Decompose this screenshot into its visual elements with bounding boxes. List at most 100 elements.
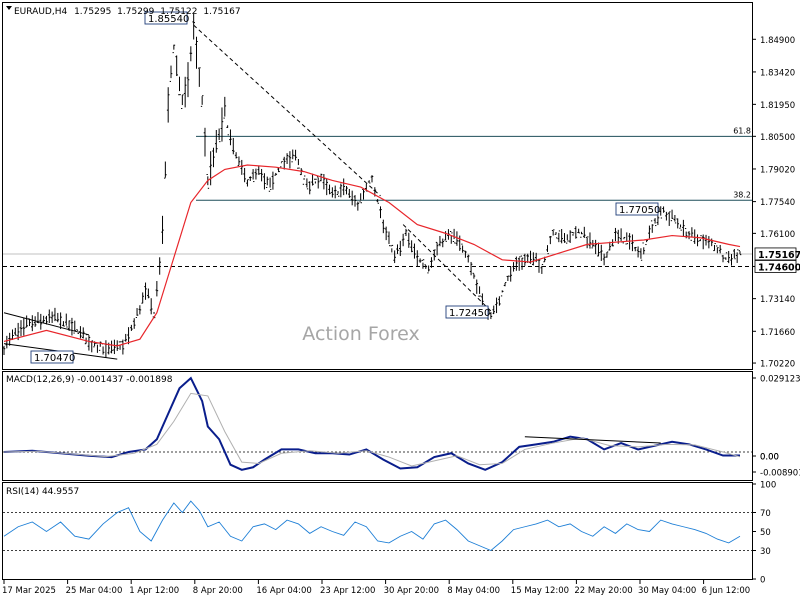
price-axis-label: 1.71660: [760, 328, 795, 338]
ohlc-bar: [421, 259, 425, 269]
ohlc-bar: [350, 190, 354, 206]
ohlc-bar: [50, 311, 54, 323]
ohlc-bar: [716, 245, 719, 254]
ohlc-bar: [25, 315, 28, 328]
ohlc-bar: [585, 236, 589, 249]
ohlc-bar: [407, 232, 411, 248]
moving-average: [3, 164, 741, 347]
macd-axis-label: 0.029123: [760, 375, 800, 385]
ohlc-bar: [563, 233, 566, 243]
ohlc-bar: [727, 250, 730, 264]
ohlc-bar: [396, 244, 399, 254]
ohlc-bar: [673, 215, 677, 224]
ohlc-bar: [642, 242, 646, 255]
macd-axis-label: -0.008901: [760, 469, 800, 479]
ohlc-bar: [667, 211, 671, 226]
ohlc-bar: [622, 236, 626, 244]
ohlc-bar: [73, 320, 77, 334]
ma-line: [3, 164, 741, 347]
ohlc-bar: [127, 327, 130, 345]
ohlc-bar: [682, 219, 685, 237]
ohlc-bar: [721, 254, 725, 263]
ohlc-bar: [39, 313, 43, 330]
ohlc-bar: [164, 161, 167, 179]
watermark-text: Action Forex: [302, 323, 419, 345]
ohlc-bar: [121, 339, 125, 355]
ohlc-bar: [36, 312, 40, 324]
ohlc-bar: [571, 231, 575, 236]
ohlc-bar: [311, 173, 314, 186]
ohlc-bar: [248, 176, 252, 181]
ohlc-bar: [404, 228, 408, 237]
ohlc-bar: [175, 55, 178, 77]
ohlc-bar: [464, 250, 467, 258]
chart-header: EURAUD,H4 1.75295 1.75299 1.75122 1.7516…: [6, 6, 241, 17]
ohlc-bar: [461, 243, 464, 253]
ohlc-bar: [87, 335, 91, 351]
ohlc-bar: [322, 174, 326, 190]
ohlc-bar: [166, 87, 170, 123]
ohlc-bar: [2, 345, 6, 355]
ohlc-bar: [149, 298, 153, 315]
ohlc-bar: [110, 340, 113, 354]
time-axis: 17 Mar 2025 25 Mar 04:00 1 Apr 12:00 8 Apr …: [2, 580, 750, 596]
price-label-text: 1.85540: [148, 14, 189, 25]
ohlc-bar: [444, 231, 447, 242]
price-labels: 1.85540 1.70470 1.72450 1.77050: [30, 11, 660, 364]
ohlc-bar: [430, 257, 433, 268]
ohlc-bar: [297, 158, 300, 169]
ohlc-bar: [81, 327, 85, 339]
ohlc-bar: [226, 125, 229, 136]
price-axis-label: 1.73140: [760, 295, 795, 305]
fib-level-label: 38.2: [733, 190, 751, 199]
price-label-text: 1.77050: [619, 205, 660, 216]
ohlc-bar: [243, 167, 246, 183]
ohlc-bar: [560, 228, 563, 244]
ohlc-bar: [738, 250, 742, 256]
ohlc-bar: [53, 307, 57, 322]
ohlc-bar: [455, 231, 459, 246]
ohlc-bar: [305, 178, 309, 190]
ohlc-bar: [215, 130, 218, 153]
ohlc-bar: [580, 231, 583, 238]
ohlc-bar: [432, 249, 436, 261]
macd-axis-label: 0.00: [760, 453, 779, 463]
ohlc-bar: [478, 286, 481, 297]
macd-panel-frame: [2, 371, 753, 481]
ohlc-bar: [614, 227, 617, 242]
price-axis-label: 1.83420: [760, 68, 795, 78]
ohlc-bar: [701, 234, 705, 250]
ohlc-bar: [532, 252, 535, 266]
ohlc-bar: [14, 327, 17, 336]
ohlc-bar: [523, 253, 527, 266]
ohlc-bar: [653, 218, 657, 227]
ohlc-bar: [390, 244, 394, 253]
ohlc-bar: [356, 201, 360, 211]
ohlc-bar: [602, 253, 606, 266]
ohlc-bar: [384, 226, 388, 241]
ohlc-bar: [209, 151, 212, 186]
time-axis-label: 23 Apr 12:00: [320, 586, 375, 596]
ohlc-bar: [472, 272, 476, 279]
ohlc-bar: [382, 219, 385, 234]
ohlc-bar: [566, 234, 569, 244]
ohlc-bar: [132, 318, 136, 329]
ohlc-bar: [192, 13, 195, 40]
ohlc-bar: [636, 246, 640, 258]
ohlc-bar: [268, 177, 272, 192]
ohlc-bar: [314, 178, 317, 184]
ohlc-bar: [231, 137, 235, 155]
ohlc-bar: [42, 315, 45, 323]
ohlc-bar: [475, 279, 479, 294]
macd-trendline: [524, 436, 661, 444]
ohlc-bar: [62, 321, 65, 327]
ohlc-bar: [546, 245, 549, 255]
ohlc-bar: [503, 282, 507, 287]
ohlc-bar: [730, 254, 733, 266]
ohlc-bar: [418, 258, 422, 263]
price-levels: 61.8 38.2: [3, 126, 752, 267]
ohlc-bar: [492, 305, 496, 315]
symbol-dropdown-icon[interactable]: [6, 6, 12, 10]
